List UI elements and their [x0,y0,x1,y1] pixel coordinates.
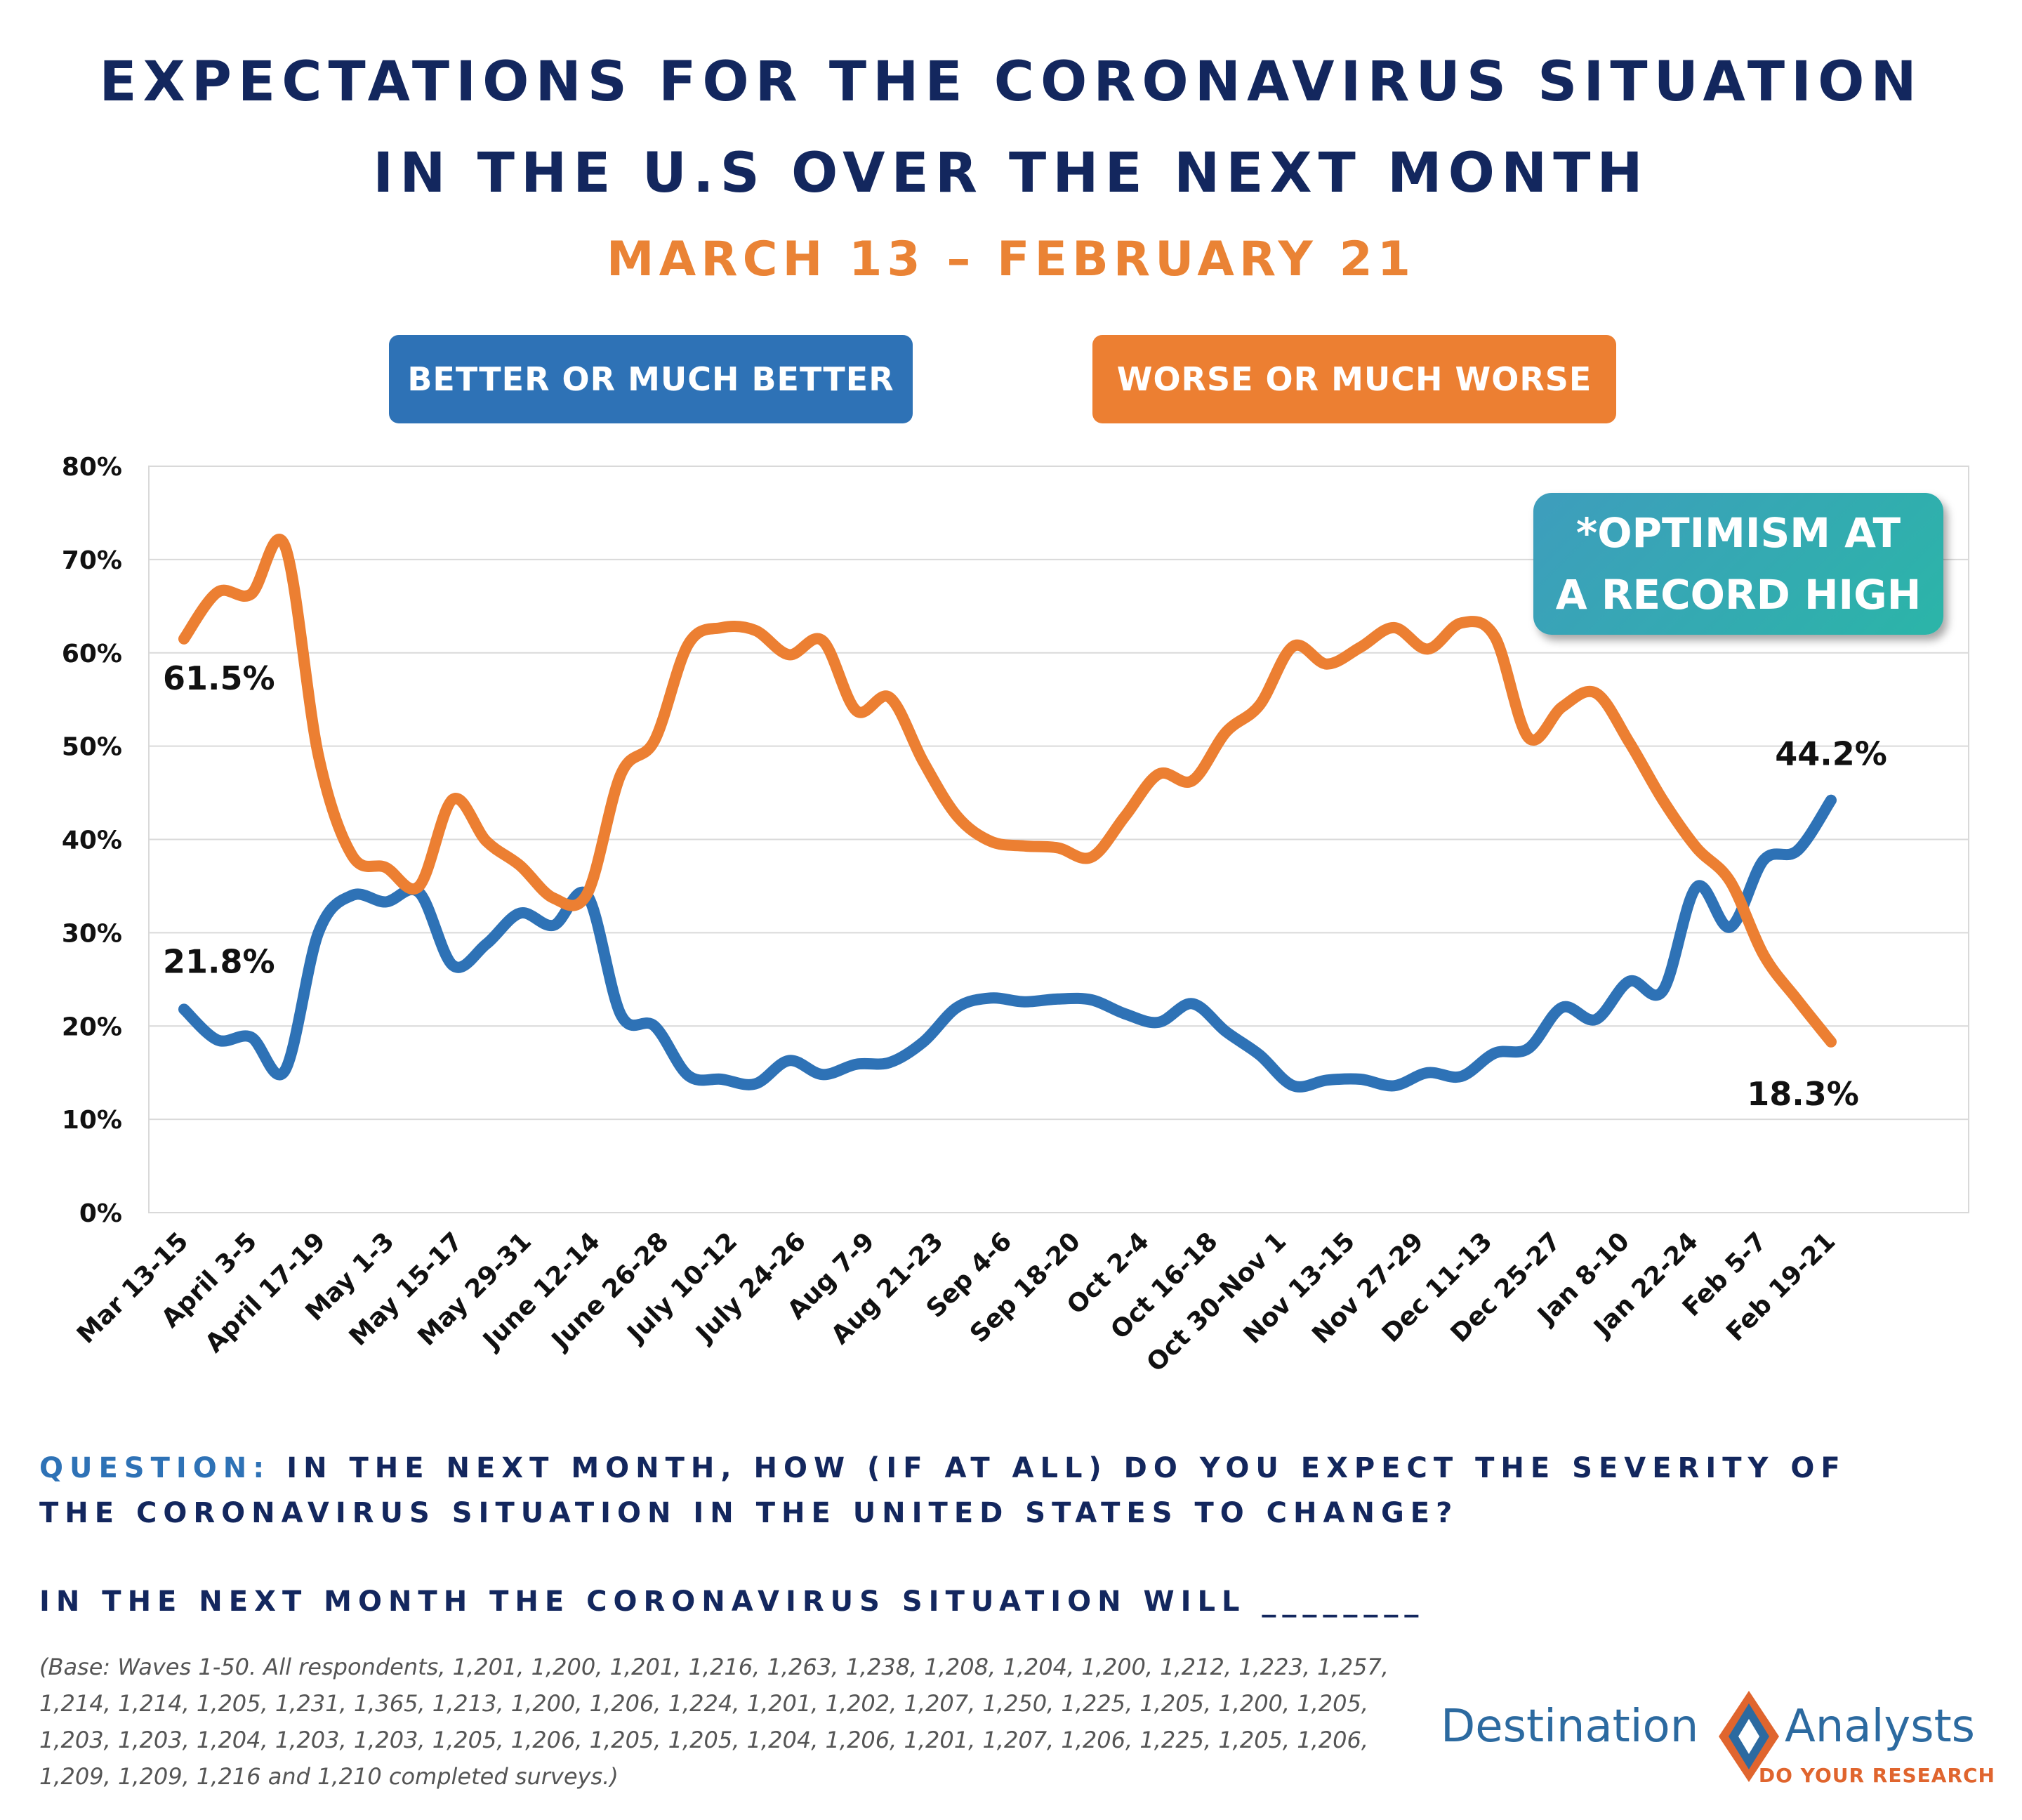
question-line1: QUESTION: IN THE NEXT MONTH, HOW (IF AT … [39,1452,1846,1484]
y-tick-label: 10% [62,1106,122,1135]
y-tick-label: 40% [62,826,122,855]
chart-subtitle: MARCH 13 – FEBRUARY 21 [606,232,1416,287]
legend-worse: WORSE OR MUCH WORSE [1092,335,1616,423]
logo-word-destination: Destination [1441,1701,1699,1753]
x-tick-label: June 26-28 [545,1227,674,1356]
question-prompt: IN THE NEXT MONTH THE CORONAVIRUS SITUAT… [39,1585,1425,1618]
data-label: 44.2% [1775,735,1887,773]
destination-analysts-logo: Destination Analysts DO YOUR RESEARCH [1441,1685,1995,1798]
callout-line2: A RECORD HIGH [1555,571,1922,619]
data-label: 21.8% [163,942,275,980]
question-line2: THE CORONAVIRUS SITUATION IN THE UNITED … [39,1497,1459,1529]
legend-worse-label: WORSE OR MUCH WORSE [1116,360,1592,398]
better-series-line [178,794,1837,1093]
y-tick-label: 60% [62,640,122,668]
y-tick-label: 80% [62,453,122,482]
optimism-callout: *OPTIMISM AT A RECORD HIGH [1533,493,1943,635]
question-text-line1: IN THE NEXT MONTH, HOW (IF AT ALL) DO YO… [286,1452,1846,1484]
base-note: (Base: Waves 1-50. All respondents, 1,20… [39,1654,1389,1790]
y-tick-label: 0% [79,1199,122,1228]
y-tick-label: 50% [62,733,122,762]
legend-better-label: BETTER OR MUCH BETTER [407,360,894,398]
callout-line1: *OPTIMISM AT [1575,509,1901,557]
line-chart: 0%10%20%30%40%50%60%70%80%Mar 13-15April… [62,453,1969,1378]
chart-title-line2: IN THE U.S OVER THE NEXT MONTH [373,142,1649,205]
legend-better: BETTER OR MUCH BETTER [389,335,913,423]
diamond-logo-icon [1719,1691,1779,1782]
question-label: QUESTION: [39,1452,271,1484]
data-label: 18.3% [1747,1075,1859,1113]
y-tick-label: 20% [62,1013,122,1041]
worse-series-line [178,533,1837,1048]
data-label: 61.5% [163,659,275,697]
x-tick-label: June 12-14 [476,1227,605,1356]
y-tick-label: 30% [62,919,122,948]
x-tick-label: April 17-19 [200,1227,331,1358]
logo-word-analysts: Analysts [1785,1701,1975,1753]
chart-title-line1: EXPECTATIONS FOR THE CORONAVIRUS SITUATI… [99,51,1923,114]
logo-tagline: DO YOUR RESEARCH [1758,1764,1995,1787]
y-tick-label: 70% [62,546,122,575]
